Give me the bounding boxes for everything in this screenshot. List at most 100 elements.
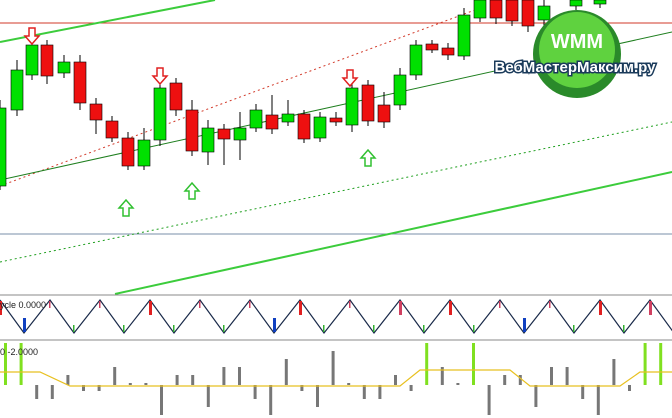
candle: [89, 103, 103, 121]
watermark: WMM ВебМастерМаксим.ру: [493, 10, 658, 98]
candle: [281, 113, 295, 123]
candle: [153, 87, 167, 141]
signal-line: [0, 369, 672, 387]
cycle-marker: [199, 301, 201, 308]
candle: [569, 0, 583, 7]
candle: [425, 43, 439, 51]
cycle-marker: [423, 325, 425, 332]
cycle-marker: [99, 301, 101, 308]
histogram-bar: [160, 385, 163, 415]
histogram-bar: [565, 367, 569, 385]
candle: [409, 44, 423, 76]
histogram-bar: [628, 385, 631, 391]
signal-bar: [659, 343, 663, 385]
candle: [505, 0, 519, 22]
candle: [121, 137, 135, 167]
cycle-marker: [623, 325, 625, 332]
candle: [10, 69, 24, 111]
histogram-bar: [487, 385, 491, 415]
candle: [489, 0, 503, 19]
histogram-bar: [35, 385, 39, 399]
cycle-marker: [599, 301, 602, 315]
candle: [473, 0, 487, 19]
histogram-bar: [175, 375, 179, 385]
candle: [393, 74, 407, 106]
candle: [313, 116, 327, 139]
candle: [521, 0, 535, 27]
candle: [169, 82, 183, 111]
histogram-bar: [300, 385, 304, 391]
candle: [137, 139, 151, 167]
sell-arrow: [341, 69, 359, 88]
histogram-bar: [316, 385, 319, 407]
signal-bar: [4, 343, 7, 385]
cycle-marker: [473, 325, 475, 332]
candle: [377, 104, 391, 123]
cycle-marker: [449, 301, 452, 315]
histogram-bar: [191, 375, 195, 385]
histogram-bar: [284, 359, 288, 385]
histogram-bar: [440, 367, 444, 385]
cycle-marker: [573, 325, 575, 332]
candle: [441, 47, 455, 56]
cycle-marker: [249, 301, 251, 308]
histogram-bar: [503, 375, 507, 385]
histogram-bar: [253, 385, 257, 399]
candle: [233, 127, 247, 141]
cycle-line: [0, 299, 672, 334]
histogram-bar: [113, 367, 117, 385]
histogram-bar: [269, 385, 273, 415]
cycle-marker: [499, 301, 501, 308]
histogram-bar: [97, 385, 101, 391]
histogram-bar: [206, 385, 210, 407]
buy-arrow: [183, 181, 201, 200]
candle: [297, 113, 311, 140]
histogram-bar: [518, 375, 522, 385]
cycle-marker: [23, 318, 26, 332]
cycle-panel: [0, 299, 672, 334]
cycle-marker: [0, 301, 2, 315]
candle: [185, 109, 199, 152]
histogram-bar: [534, 385, 538, 407]
candle: [593, 0, 607, 5]
histogram-bar: [144, 383, 148, 385]
cycle-marker: [149, 301, 152, 315]
cycle-marker: [123, 325, 125, 332]
histogram-bar: [362, 385, 366, 399]
candle: [345, 87, 359, 126]
indicator-label: ycle 0.0000: [0, 300, 46, 310]
candle: [57, 61, 71, 74]
site-name: ВебМастерМаксим.ру: [495, 59, 657, 76]
candle: [361, 84, 375, 122]
histogram-bar: [50, 385, 54, 399]
cycle-marker: [349, 301, 351, 308]
histogram-bar: [128, 383, 132, 385]
buy-arrow: [359, 148, 377, 167]
histogram-bar: [550, 367, 553, 385]
channel-line: [114, 171, 672, 295]
indicator-label: 0 -2.0000: [0, 347, 38, 357]
candle: [201, 127, 215, 153]
cycle-marker: [523, 318, 526, 332]
histogram-bar: [347, 383, 351, 385]
price-chart: [0, 0, 672, 295]
sell-arrow: [151, 67, 169, 86]
cycle-marker: [399, 301, 402, 315]
signal-bar: [472, 343, 475, 385]
cycle-marker: [649, 301, 652, 315]
candle: [217, 128, 231, 140]
cycle-marker: [323, 325, 325, 332]
histogram-bar: [409, 385, 413, 391]
histogram-bar: [222, 367, 226, 385]
histogram-bar: [82, 385, 85, 391]
buy-arrow: [117, 198, 135, 217]
candle: [0, 107, 7, 187]
histogram-bar: [612, 359, 616, 385]
histogram-bar: [378, 385, 382, 399]
cycle-marker: [373, 325, 375, 332]
cycle-marker: [549, 301, 551, 308]
candle: [265, 114, 279, 130]
logo-disc: [539, 12, 615, 88]
oscillator-panel: [0, 343, 672, 415]
